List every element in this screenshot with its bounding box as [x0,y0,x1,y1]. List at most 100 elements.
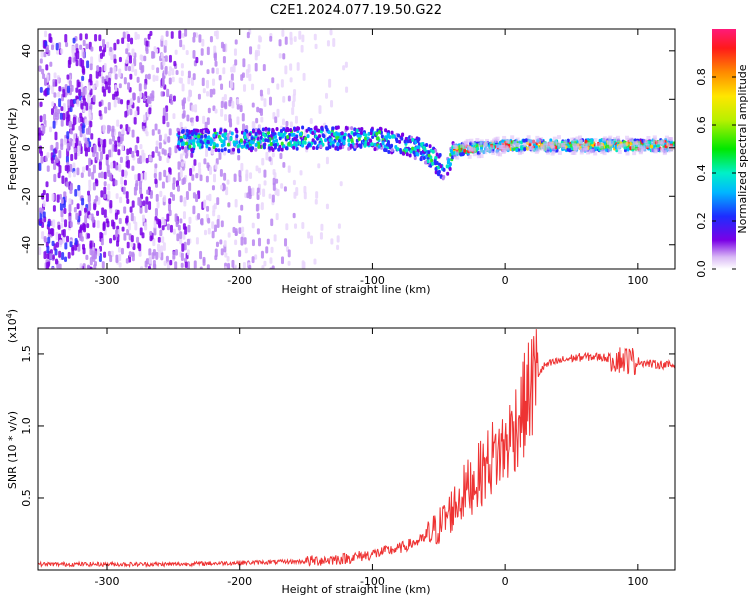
spectrogram-cell [632,140,637,145]
spectrogram-cell [214,60,218,67]
spectrogram-cell [198,142,202,147]
spectrogram-cell [315,191,319,199]
spectrogram-cell [390,148,394,153]
spectrogram-cell [298,140,302,145]
spectrogram-cell [107,250,111,257]
spectrogram-cell [617,150,622,155]
spectrogram-cell [189,117,193,123]
colorbar-tick-label: 0.8 [695,68,708,86]
spectrogram-cell [182,44,186,51]
spectrogram-cell [264,126,268,131]
spectrogram-cell [313,33,317,41]
spectrogram-cell [243,135,247,140]
spectrogram-cell [205,175,209,183]
spectrogram-cell [154,178,158,185]
spectrogram-cell [87,146,91,153]
spectrogram-cell [224,113,228,121]
spectrogram-cell [47,236,51,244]
spectrogram-cell [222,184,226,191]
spectrogram-cell [168,168,172,176]
spectrogram-cell [226,263,230,269]
spectrogram-cell [381,141,385,146]
spectrogram-cell [56,241,60,248]
spectrogram-cell [157,243,161,252]
spectrogram-cell [245,129,249,134]
spectrogram-cell [86,223,90,229]
spectrogram-cell [380,134,384,139]
spectrogram-cell [103,63,107,72]
spectrogram-cell [240,204,244,211]
spectrogram-cell [227,202,231,208]
spectrogram-cell [40,48,44,58]
spectrogram-cell [163,219,167,226]
spectrogram-cell [459,143,464,148]
spectrogram-cell [58,164,62,174]
spectrogram-cell [121,144,125,151]
spectrogram-cell [264,138,268,143]
spectrogram-cell [240,74,244,81]
spectrogram-cell [155,251,159,260]
spectrogram-cell [271,265,275,269]
spectrogram-cell [289,121,293,128]
spectrogram-cell [197,134,201,139]
spectrogram-cell [299,170,303,176]
spectrogram-cell [170,31,174,39]
spectrogram-cell [254,254,258,260]
spectrogram-x-tick-label: 100 [627,274,648,287]
spectrogram-cell [328,78,332,88]
spectrogram-cell [603,136,608,141]
spectrogram-cell [472,148,477,153]
spectrogram-cell [277,131,281,136]
spectrogram-cell [114,73,118,80]
spectrogram-cell [413,156,417,161]
spectrogram-cell [127,82,131,90]
spectrogram-cell [287,165,291,173]
spectrogram-cell [199,128,203,133]
spectrogram-cell [515,148,519,153]
spectrogram-cell [82,243,86,250]
spectrogram-cell [131,200,135,208]
spectrogram-cell [488,149,493,154]
spectrogram-cell [121,226,125,232]
spectrogram-cell [58,85,62,92]
spectrogram-cell [256,212,260,219]
spectrogram-cell [170,99,174,105]
spectrogram-cell [226,256,230,262]
spectrogram-cell [257,44,261,50]
spectrogram-cell [62,112,66,121]
spectrogram-cell [377,144,381,149]
spectrogram-cell [177,224,181,231]
spectrogram-cell [77,189,81,197]
spectrogram-cell [459,152,463,157]
spectrogram-cell [553,140,558,145]
spectrogram-cell [73,147,77,154]
spectrogram-cell [86,264,90,269]
spectrogram-cell [257,144,261,149]
spectrogram-cell [269,142,273,147]
spectrogram-cell [659,142,664,147]
spectrogram-cell [181,161,185,167]
spectrogram-cell [606,141,611,146]
spectrogram-cell [84,137,88,145]
spectrogram-cell [273,172,277,178]
spectrogram-cell [479,139,484,144]
spectrogram-cell [287,260,291,266]
spectrogram-cell [166,261,170,269]
spectrogram-cell [109,46,113,53]
spectrogram-cell [145,131,149,137]
spectrogram-cell [307,231,311,239]
spectrogram-cell [49,61,53,67]
spectrogram-cell [119,124,123,130]
spectrogram-cell [353,132,357,137]
spectrogram-cell [136,136,140,144]
spectrogram-cell [120,247,124,255]
spectrogram-cell [535,148,540,153]
spectrogram-cell [107,169,111,177]
spectrogram-cell [336,142,340,147]
spectrogram-cell [187,96,191,102]
spectrogram-cell [325,146,329,151]
spectrogram-cell [566,147,570,152]
spectrogram-cell [330,99,334,108]
spectrogram-cell [206,69,210,75]
spectrogram-cell [99,231,103,239]
